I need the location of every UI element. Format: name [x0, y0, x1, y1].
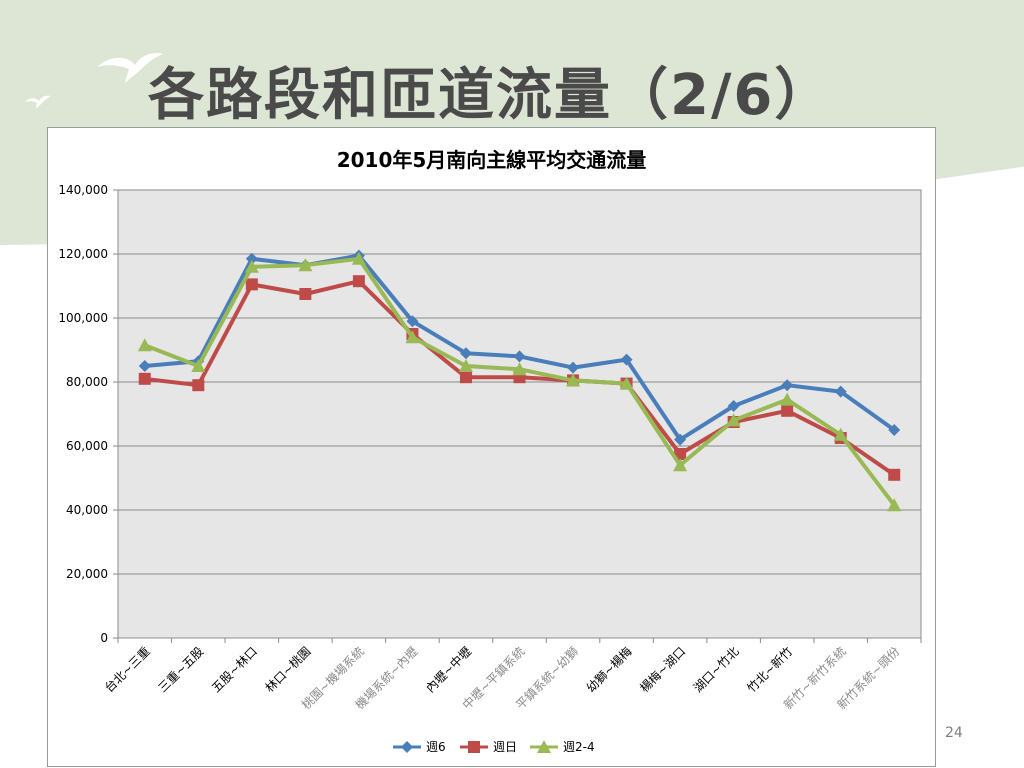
data-point	[351, 251, 366, 265]
x-tick-label: 內壢~中壢	[422, 644, 474, 696]
data-point	[727, 400, 740, 412]
data-point	[781, 379, 794, 392]
small-bird-icon	[25, 95, 51, 108]
legend-label: 週6	[426, 740, 446, 754]
x-tick-label: 五股~林口	[209, 644, 260, 695]
data-point	[138, 372, 151, 385]
data-point	[619, 376, 634, 390]
x-tick-label: 楊梅~湖口	[637, 644, 689, 696]
y-tick-label: 120,000	[58, 247, 108, 261]
data-point	[191, 359, 206, 372]
data-point	[244, 259, 259, 273]
y-tick-label: 60,000	[66, 439, 108, 453]
x-tick-label: 竹北~新竹	[744, 644, 796, 696]
data-point	[512, 362, 527, 376]
y-tick-label: 40,000	[66, 503, 108, 517]
data-point	[834, 385, 847, 398]
data-point	[352, 275, 365, 288]
page-number: 24	[945, 725, 963, 741]
data-point	[298, 258, 313, 272]
data-point	[137, 338, 152, 352]
data-point	[888, 424, 901, 436]
legend-marker	[537, 740, 551, 753]
x-tick-label: 林口~桃園	[262, 644, 314, 696]
line-chart: 0 20,000 40,000 60,000 80,000 100,000 120,000 1…	[58, 183, 922, 754]
data-point	[726, 413, 741, 427]
data-point	[459, 347, 472, 360]
data-point	[620, 353, 633, 366]
x-tick-label: 三重~五股	[155, 644, 206, 695]
data-point	[888, 468, 901, 481]
data-point	[458, 359, 473, 372]
plot-area	[117, 189, 922, 639]
large-bird-icon	[97, 53, 163, 83]
data-point	[566, 373, 581, 387]
data-point	[567, 361, 580, 374]
legend-marker	[401, 741, 413, 753]
x-tick-label: 湖口~竹北	[690, 644, 742, 696]
y-tick-label: 0	[100, 631, 108, 645]
data-point	[833, 427, 848, 441]
data-point	[405, 330, 420, 344]
y-tick-label: 80,000	[66, 375, 108, 389]
legend-marker	[468, 741, 480, 753]
y-tick-label: 20,000	[66, 567, 108, 581]
y-tick-label: 140,000	[58, 183, 108, 197]
data-point	[459, 371, 472, 384]
data-point	[138, 360, 151, 372]
data-point	[513, 350, 526, 363]
chart-title: 2010年5月南向主線平均交通流量	[336, 148, 647, 172]
data-point	[673, 458, 688, 472]
data-point	[887, 498, 902, 512]
legend-label: 週日	[493, 740, 517, 754]
data-point	[674, 433, 687, 446]
data-point	[245, 278, 258, 291]
data-point	[245, 252, 258, 265]
y-tick-label: 100,000	[58, 311, 108, 325]
x-tick-label: 台北~三重	[101, 644, 153, 696]
slide-title: 各路段和匝道流量（2/6）	[148, 63, 833, 128]
chart-container: 2010年5月南向主線平均交通流量 0 20,000 40,000 60,000 80,…	[47, 127, 936, 767]
data-point	[781, 404, 794, 417]
data-point	[406, 315, 419, 328]
legend-label: 週2-4	[563, 740, 595, 754]
data-point	[780, 392, 795, 406]
data-point	[192, 379, 205, 392]
data-point	[299, 288, 312, 300]
x-tick-label: 幼獅~楊梅	[583, 644, 635, 696]
